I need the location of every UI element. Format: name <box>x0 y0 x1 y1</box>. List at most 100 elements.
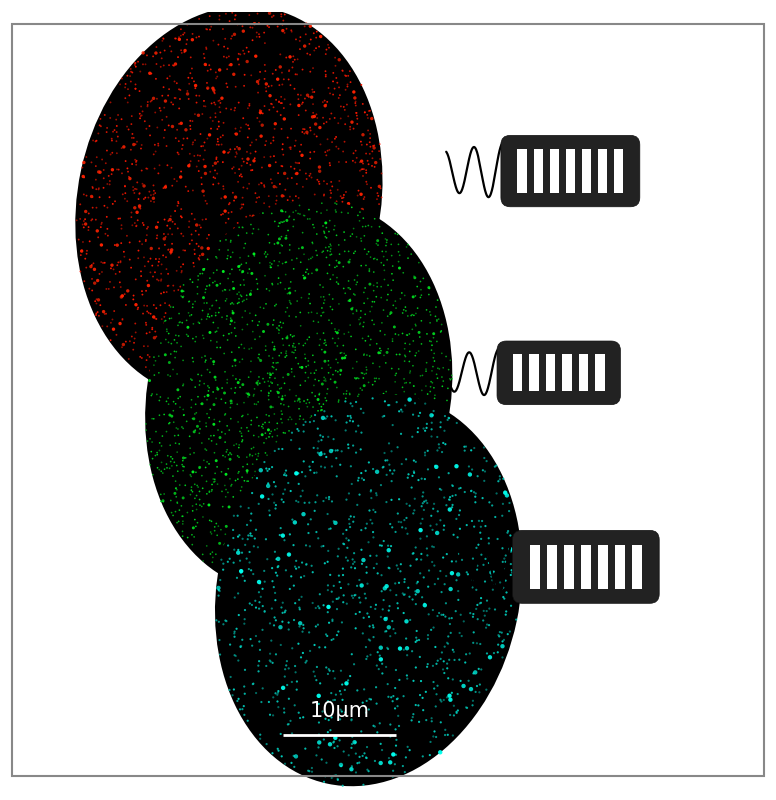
Point <box>262 390 275 402</box>
Point <box>195 140 207 153</box>
Point <box>165 246 177 258</box>
Point <box>255 177 267 190</box>
Point <box>203 58 216 71</box>
Point <box>338 135 351 148</box>
Point <box>417 750 429 762</box>
Point <box>413 326 425 339</box>
Point <box>379 328 391 341</box>
Point <box>221 354 234 367</box>
Point <box>101 144 113 157</box>
Point <box>446 490 459 502</box>
Point <box>265 385 277 398</box>
Point <box>321 606 334 618</box>
Point <box>189 134 201 146</box>
Point <box>327 633 340 646</box>
Point <box>234 251 246 264</box>
Point <box>320 491 332 504</box>
Point <box>373 180 386 193</box>
Point <box>293 353 305 366</box>
Point <box>99 227 112 240</box>
Point <box>445 626 457 639</box>
Point <box>307 62 319 74</box>
Point <box>417 464 430 477</box>
Point <box>297 535 310 548</box>
Point <box>116 188 129 201</box>
Point <box>279 561 291 574</box>
Point <box>311 479 324 492</box>
Point <box>246 350 258 363</box>
Point <box>250 398 262 410</box>
Point <box>379 582 391 594</box>
Point <box>380 385 393 398</box>
Point <box>317 111 329 124</box>
Point <box>208 86 220 99</box>
Point <box>354 206 366 218</box>
Point <box>192 109 205 122</box>
Point <box>119 81 131 94</box>
Point <box>362 536 375 549</box>
Point <box>334 494 347 506</box>
Point <box>307 597 319 610</box>
Point <box>320 231 333 244</box>
Point <box>192 149 204 162</box>
Point <box>245 69 258 82</box>
Point <box>155 258 168 271</box>
Point <box>257 418 269 430</box>
Point <box>326 574 338 586</box>
Point <box>197 498 210 510</box>
Point <box>284 98 296 110</box>
Point <box>182 321 194 334</box>
Point <box>323 314 335 326</box>
Point <box>199 282 212 294</box>
Point <box>176 388 189 401</box>
Point <box>121 120 133 133</box>
Point <box>209 275 221 288</box>
Point <box>311 308 324 321</box>
Point <box>380 625 393 638</box>
Point <box>203 385 215 398</box>
Point <box>356 394 369 407</box>
Point <box>425 712 438 725</box>
Point <box>234 278 247 291</box>
Point <box>331 477 344 490</box>
Point <box>260 498 272 511</box>
Point <box>423 564 435 577</box>
Point <box>302 354 314 367</box>
Point <box>202 379 214 392</box>
Point <box>216 382 228 394</box>
Point <box>293 431 305 444</box>
Point <box>263 584 275 597</box>
Point <box>127 138 140 151</box>
Point <box>253 28 265 41</box>
Point <box>189 478 201 490</box>
Point <box>169 482 182 495</box>
Point <box>475 548 487 561</box>
Point <box>110 134 123 147</box>
Point <box>292 538 304 551</box>
Point <box>365 485 377 498</box>
Point <box>241 528 254 541</box>
Point <box>222 553 234 566</box>
Point <box>338 245 351 258</box>
Point <box>312 435 324 448</box>
Point <box>195 288 207 301</box>
Point <box>136 238 148 250</box>
Point <box>224 638 237 651</box>
Point <box>266 224 279 237</box>
Point <box>423 282 435 295</box>
Point <box>433 438 445 450</box>
Point <box>314 121 326 134</box>
Point <box>355 188 367 201</box>
Point <box>407 380 420 393</box>
Point <box>206 277 218 290</box>
Point <box>406 645 418 658</box>
Point <box>287 55 300 68</box>
Point <box>373 650 386 662</box>
Point <box>147 92 160 105</box>
Point <box>215 393 227 406</box>
Point <box>298 394 310 407</box>
Point <box>224 401 237 414</box>
Point <box>255 365 267 378</box>
Point <box>111 119 123 132</box>
Point <box>240 210 252 223</box>
